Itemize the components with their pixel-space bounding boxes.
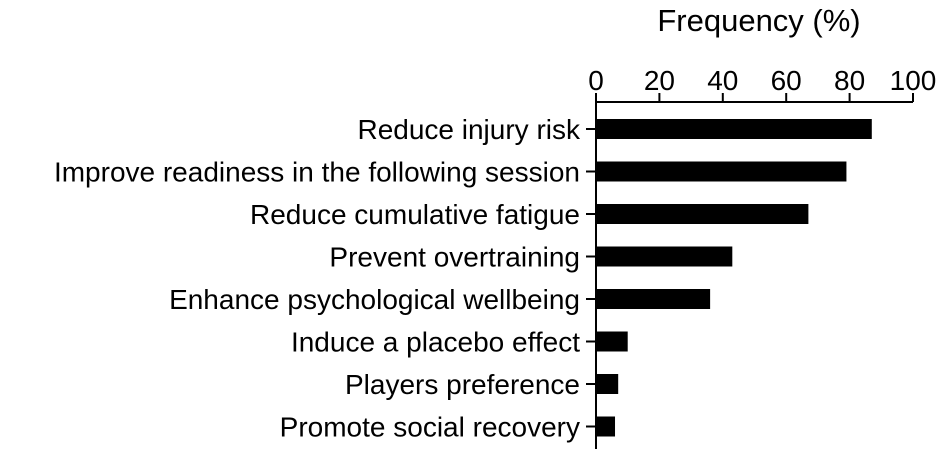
category-labels: Reduce injury risk Improve readiness in t… (54, 114, 581, 443)
x-tick-label: 100 (890, 65, 937, 96)
x-axis-title: Frequency (%) (657, 3, 860, 38)
category-label: Enhance psychological wellbeing (169, 284, 580, 315)
category-label: Reduce injury risk (357, 114, 581, 145)
x-tick-label: 0 (588, 65, 604, 96)
bars (596, 119, 872, 437)
category-label: Prevent overtraining (329, 242, 580, 273)
bar (596, 161, 847, 182)
category-label: Players preference (345, 369, 580, 400)
bar (596, 416, 616, 437)
x-tick-label: 80 (834, 65, 865, 96)
bar (596, 246, 733, 267)
category-label: Induce a placebo effect (291, 327, 580, 358)
bar (596, 331, 628, 352)
bar (596, 119, 872, 139)
bar (596, 204, 809, 224)
x-tick-label: 20 (644, 65, 675, 96)
axes: 0 20 40 60 80 100 (586, 65, 936, 449)
bar (596, 374, 619, 394)
x-tick-label: 60 (771, 65, 802, 96)
x-tick-label: 40 (707, 65, 738, 96)
category-label: Promote social recovery (280, 412, 580, 443)
bar (596, 289, 711, 309)
category-label: Improve readiness in the following sessi… (54, 157, 580, 188)
category-label: Reduce cumulative fatigue (250, 199, 580, 230)
